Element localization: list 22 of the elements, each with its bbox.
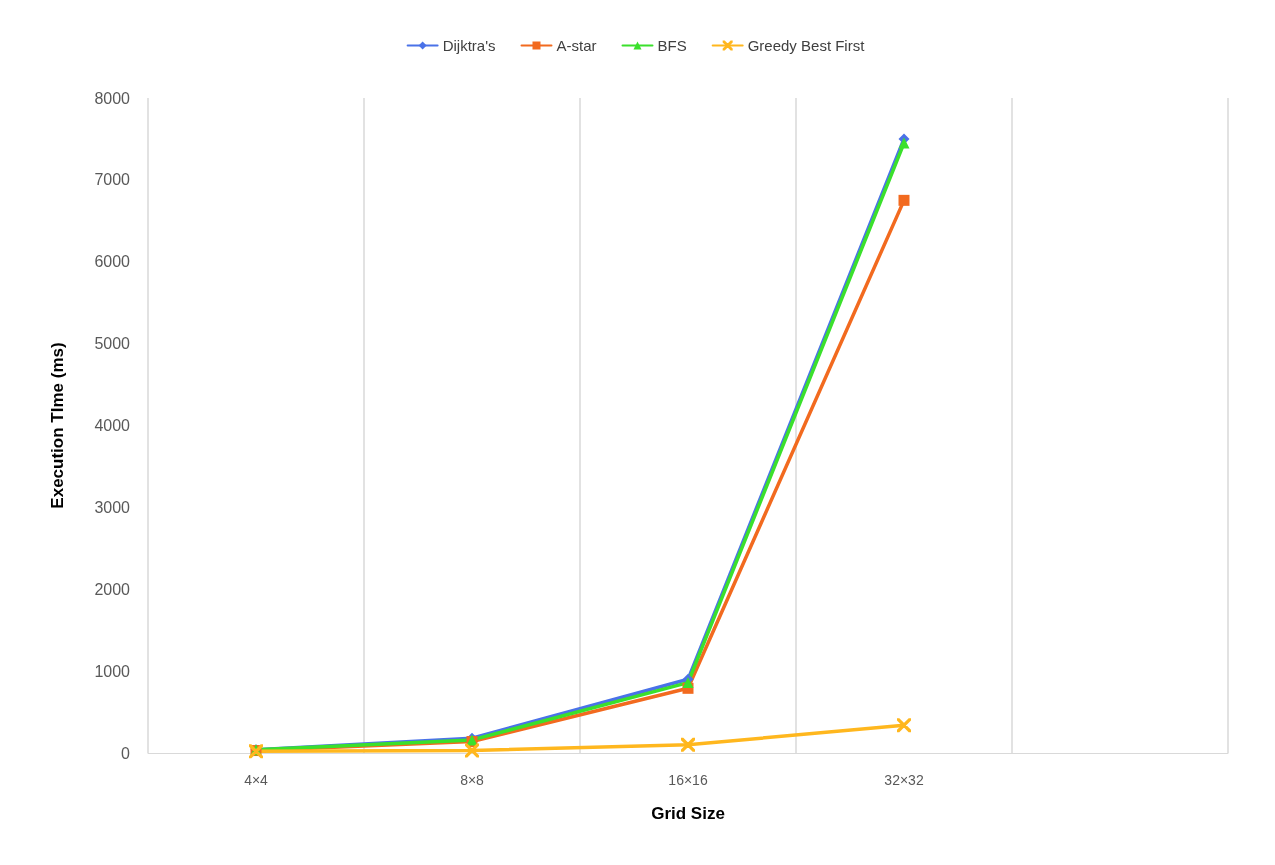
point	[898, 194, 910, 206]
y-tick-label: 4000	[94, 417, 131, 434]
y-tick-label: 7000	[94, 171, 131, 189]
legend-label: Greedy Best First	[747, 37, 866, 54]
point	[898, 137, 910, 149]
x-tick-label: 16×16	[668, 772, 708, 788]
y-tick-label: 3000	[94, 498, 131, 516]
y-tick-label: 2000	[94, 580, 131, 598]
legend-label: Dijktra's	[442, 37, 496, 54]
y-tick-label: 6000	[94, 253, 131, 271]
legend-label: A-star	[556, 37, 597, 54]
x-axis-title: Grid Size	[651, 804, 725, 823]
y-axis-title: Execution TIme (ms)	[48, 342, 67, 509]
y-tick-label: 0	[121, 744, 131, 762]
y-tick-label: 5000	[94, 335, 131, 353]
legend-label: BFS	[657, 37, 687, 54]
y-tick-label: 8000	[94, 89, 131, 107]
point	[682, 677, 694, 689]
y-tick-label: 1000	[94, 662, 131, 680]
x-tick-label: 32×32	[884, 772, 924, 788]
x-tick-label: 4×4	[244, 772, 269, 788]
x-tick-label: 8×8	[460, 772, 485, 788]
